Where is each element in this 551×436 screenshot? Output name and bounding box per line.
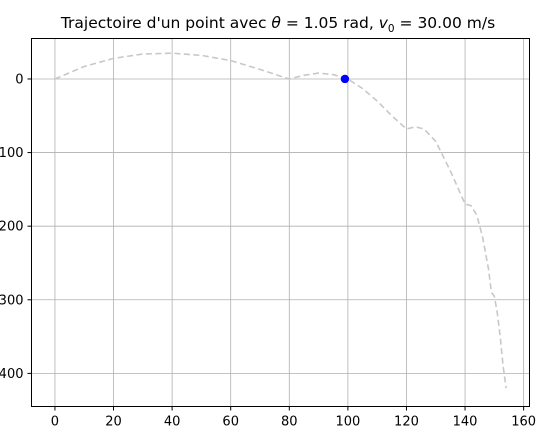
grid <box>31 38 530 407</box>
title-theta-value: = 1.05 rad, <box>281 14 379 32</box>
title-v-subscript: 0 <box>388 23 395 35</box>
title-theta: θ <box>271 14 281 32</box>
trajectory-line <box>54 52 507 389</box>
x-tick-label: 80 <box>281 415 298 430</box>
ticks: 0 20 40 60 80 100 120 140 160 0 −100 −200 −300 −400 <box>0 72 536 429</box>
y-tick-label: −200 <box>0 220 24 235</box>
x-tick-label: 0 <box>51 415 59 430</box>
x-tick-label: 60 <box>222 415 239 430</box>
title-v-value: = 30.00 m/s <box>395 14 496 32</box>
title-v: v <box>379 14 389 32</box>
chart-title: Trajectoire d'un point avec θ = 1.05 rad… <box>60 14 495 35</box>
series-layer <box>54 52 507 389</box>
x-tick-label: 20 <box>105 415 122 430</box>
y-tick-label: −100 <box>0 146 24 161</box>
x-tick-label: 120 <box>394 415 419 430</box>
plot-frame <box>31 38 530 407</box>
y-tick-label: −300 <box>0 293 24 308</box>
x-tick-label: 40 <box>164 415 181 430</box>
marker-layer <box>340 74 350 84</box>
x-tick-label: 100 <box>335 415 360 430</box>
y-tick-label: −400 <box>0 367 24 382</box>
y-tick-label: 0 <box>15 72 23 87</box>
x-tick-label: 140 <box>453 415 478 430</box>
x-tick-label: 160 <box>511 415 536 430</box>
current-point-marker <box>340 74 350 84</box>
title-prefix: Trajectoire d'un point avec <box>60 14 272 32</box>
